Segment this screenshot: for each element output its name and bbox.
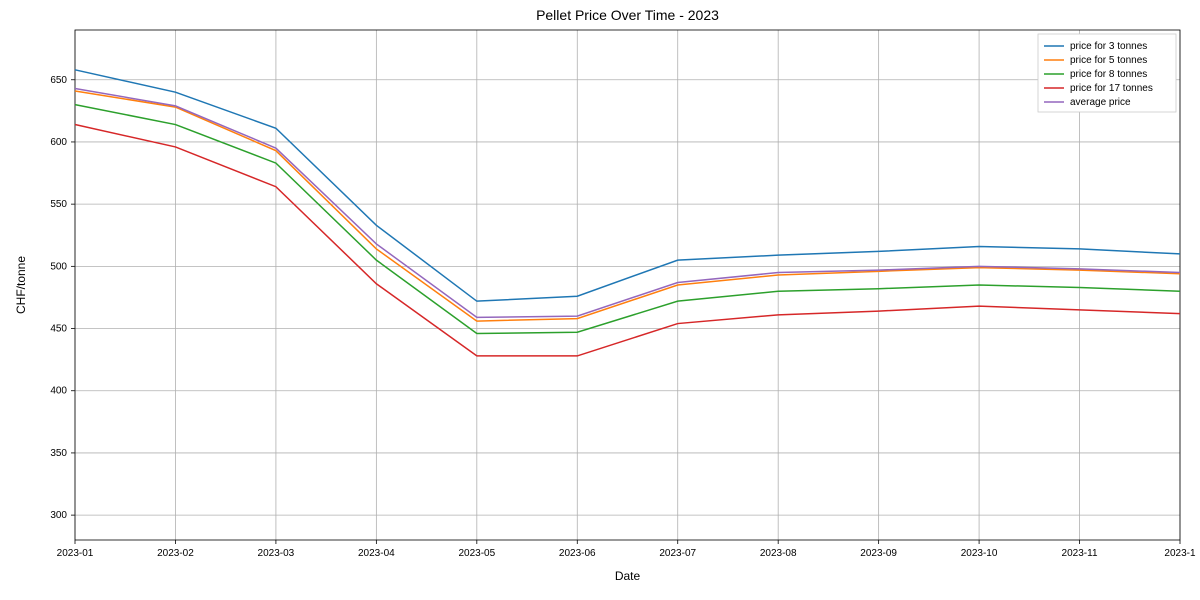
xtick-label: 2023-10	[961, 548, 998, 559]
plot-border	[75, 30, 1180, 540]
xtick-label: 2023-09	[860, 548, 897, 559]
xtick-label: 2023-05	[458, 548, 495, 559]
series-line	[75, 88, 1180, 317]
ytick-label: 450	[50, 324, 67, 335]
ytick-label: 600	[50, 137, 67, 148]
legend-label: average price	[1070, 97, 1131, 108]
xtick-label: 2023-04	[358, 548, 395, 559]
xtick-label: 2023-11	[1062, 548, 1098, 559]
ytick-label: 350	[50, 448, 67, 459]
xtick-label: 2023-01	[57, 548, 94, 559]
series-line	[75, 125, 1180, 356]
xtick-label: 2023-02	[157, 548, 194, 559]
ytick-label: 500	[50, 261, 67, 272]
legend-label: price for 3 tonnes	[1070, 41, 1147, 52]
x-axis-label: Date	[615, 569, 641, 583]
line-chart: 300 350 400 450 500 550 600 650 2023-01 2023-02 20…	[0, 0, 1200, 600]
xtick-label: 2023-07	[659, 548, 696, 559]
y-axis-label: CHF/tonne	[14, 256, 28, 314]
xtick-label: 2023-1	[1164, 548, 1196, 559]
ytick-label: 400	[50, 386, 67, 397]
chart-title: Pellet Price Over Time - 2023	[536, 7, 719, 23]
legend-label: price for 5 tonnes	[1070, 55, 1147, 66]
ytick-label: 550	[50, 199, 67, 210]
ytick-label: 300	[50, 510, 67, 521]
ytick-label: 650	[50, 75, 67, 86]
legend-label: price for 8 tonnes	[1070, 69, 1147, 80]
xtick-label: 2023-03	[258, 548, 295, 559]
xtick-label: 2023-08	[760, 548, 797, 559]
xtick-label: 2023-06	[559, 548, 596, 559]
chart-svg: 300 350 400 450 500 550 600 650 2023-01 2023-02 20…	[0, 0, 1200, 600]
legend-label: price for 17 tonnes	[1070, 83, 1153, 94]
